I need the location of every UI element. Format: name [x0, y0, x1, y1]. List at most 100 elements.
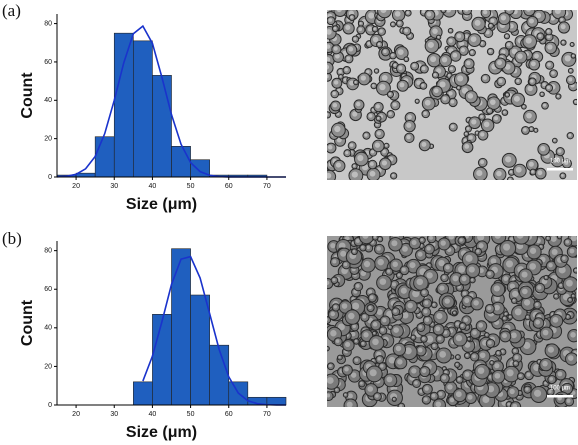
x-tick-label: 30 — [110, 411, 118, 418]
droplet-core — [368, 305, 372, 310]
droplet-core — [503, 316, 506, 320]
droplet-core — [562, 256, 566, 260]
droplet-core — [339, 75, 342, 78]
scale-bar-label: 100 μm — [550, 159, 570, 165]
droplet-core — [426, 246, 431, 251]
droplet-core — [554, 294, 558, 298]
droplet-core — [328, 18, 333, 22]
bar — [152, 75, 172, 178]
droplet-core — [480, 41, 484, 45]
droplet-core — [529, 127, 533, 130]
fit-curve — [142, 255, 287, 406]
droplet-core — [328, 145, 333, 150]
droplet-core — [513, 95, 520, 102]
droplet-core — [424, 300, 429, 305]
droplet-core — [350, 372, 357, 378]
droplet-core — [376, 246, 381, 251]
droplet-core — [518, 374, 522, 378]
droplet — [377, 10, 392, 19]
x-tick-label: 40 — [149, 183, 157, 190]
droplet-core — [497, 60, 502, 66]
droplet-core — [343, 78, 347, 82]
droplet-core — [433, 73, 437, 77]
droplet-core — [466, 127, 470, 130]
droplet-core — [487, 271, 492, 276]
y-axis-label: Count — [19, 299, 36, 346]
x-tick-label: 60 — [225, 411, 233, 418]
droplet-core — [391, 240, 398, 247]
droplet-core — [394, 11, 401, 17]
droplet-core — [449, 397, 455, 403]
droplet-core — [471, 119, 477, 125]
droplet-core — [369, 369, 377, 377]
droplet-core — [437, 35, 440, 38]
droplet-core — [337, 323, 345, 331]
droplet-core — [529, 247, 537, 254]
droplet-core — [560, 24, 566, 30]
droplet-core — [334, 53, 340, 59]
droplet-core — [361, 342, 365, 345]
droplet-core — [503, 110, 506, 114]
droplet-core — [373, 236, 377, 239]
droplet-core — [399, 404, 403, 407]
droplet-core — [377, 42, 381, 46]
droplet-core — [391, 53, 394, 57]
droplet-core — [570, 332, 576, 338]
droplet-core — [355, 284, 360, 288]
droplet-core — [367, 41, 371, 45]
droplet-core — [485, 30, 490, 35]
droplet-core — [376, 309, 383, 315]
bar — [171, 248, 191, 406]
droplet-core — [366, 70, 370, 74]
droplet-core — [457, 86, 460, 89]
droplet-core — [349, 143, 354, 147]
droplet-core — [508, 178, 512, 180]
droplet-core — [537, 285, 542, 290]
droplet-core — [418, 325, 423, 329]
droplet-core — [344, 67, 348, 72]
droplet-core — [424, 386, 429, 391]
droplet-core — [482, 396, 490, 404]
droplet-core — [464, 10, 469, 12]
droplet-core — [470, 278, 474, 281]
droplet-core — [440, 240, 446, 246]
droplet-core — [354, 339, 358, 343]
droplet-core — [351, 171, 358, 178]
droplet-core — [379, 84, 386, 91]
droplet-core — [565, 240, 570, 244]
droplet-core — [494, 304, 500, 311]
x-tick-label: 40 — [149, 411, 157, 418]
droplet-core — [423, 309, 428, 314]
bar — [266, 396, 287, 406]
droplet-core — [461, 276, 467, 282]
droplet-core — [570, 43, 573, 46]
droplet-core — [496, 170, 502, 177]
bar — [133, 40, 153, 178]
droplet-core — [380, 10, 387, 13]
y-tick-label: 20 — [44, 135, 52, 142]
droplet-core — [571, 390, 576, 396]
droplet-core — [437, 336, 442, 341]
droplet-core — [508, 315, 511, 318]
scale-bar — [547, 168, 573, 171]
bar — [152, 314, 172, 406]
droplet-core — [327, 74, 329, 79]
panel-label: (b) — [2, 229, 22, 248]
droplet-core — [412, 63, 416, 68]
droplet-core — [514, 355, 519, 360]
droplet-core — [332, 91, 336, 96]
droplet-core — [359, 22, 362, 25]
droplet-core — [377, 357, 381, 361]
droplet-core — [439, 81, 446, 88]
droplet-core — [372, 338, 379, 346]
droplet-core — [438, 260, 445, 267]
droplet-core — [494, 372, 501, 379]
droplet-core — [574, 268, 577, 272]
droplet-core — [526, 372, 531, 377]
droplet-core — [392, 102, 397, 107]
droplet-core — [527, 85, 533, 92]
droplet-core — [501, 49, 506, 55]
x-tick-label: 70 — [263, 411, 271, 418]
droplet-core — [556, 94, 560, 98]
